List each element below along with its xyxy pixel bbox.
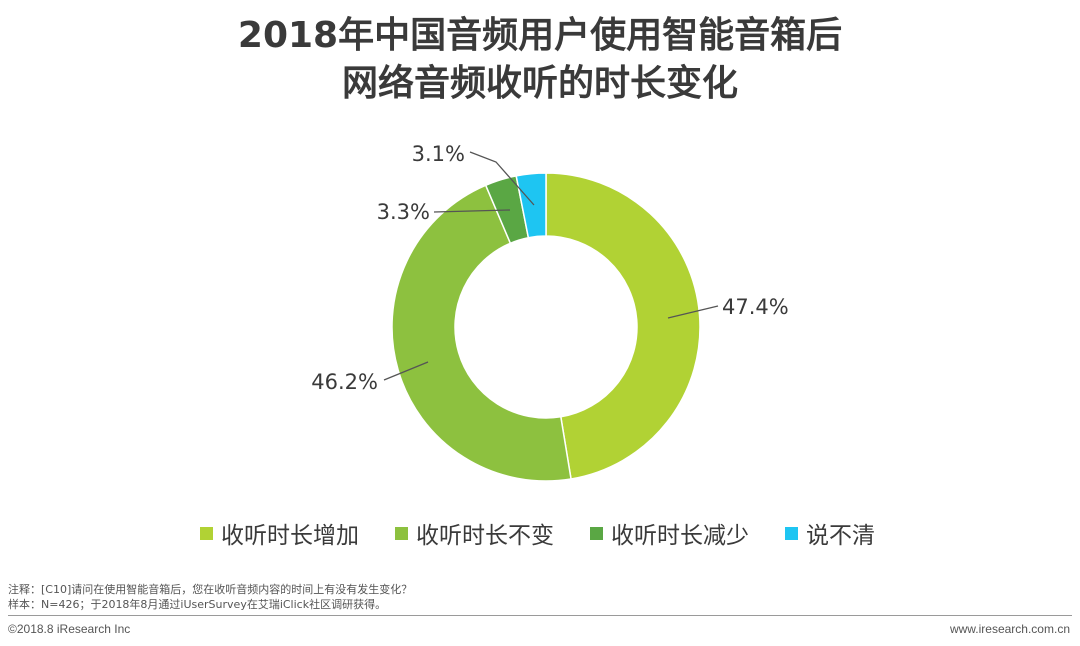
website: www.iresearch.com.cn <box>949 622 1070 636</box>
donut-slice-unclear <box>515 172 547 239</box>
sample-text: 样本：N=426；于2018年8月通过iUserSurvey在艾瑞iClick社… <box>8 598 387 611</box>
leader-line-decrease <box>433 209 511 213</box>
leader-line-unchanged <box>383 361 429 381</box>
donut-slices <box>391 172 701 482</box>
data-label-decrease: 3.3% <box>377 200 430 224</box>
legend-label-unclear: 说不清 <box>806 523 875 549</box>
leader-lines <box>383 151 719 381</box>
legend: 收听时长增加 收听时长不变 收听时长减少 说不清 <box>200 516 911 550</box>
chart-title-line2: 网络音频收听的时长变化 <box>341 63 738 104</box>
leader-line-unclear <box>469 151 535 206</box>
legend-item-unclear: 说不清 <box>785 516 875 550</box>
data-labels: 47.4% 46.2% 3.3% 3.1% <box>311 142 788 394</box>
legend-label-decrease: 收听时长减少 <box>611 523 749 549</box>
legend-swatch-increase <box>200 526 213 540</box>
donut-slice-unchanged <box>391 184 572 482</box>
donut-slice-increase <box>545 172 701 480</box>
legend-item-decrease: 收听时长减少 <box>590 516 749 550</box>
legend-label-increase: 收听时长增加 <box>221 523 359 549</box>
data-label-increase: 47.4% <box>722 295 789 319</box>
chart-title: 2018年中国音频用户使用智能音箱后 网络音频收听的时长变化 <box>0 12 1080 108</box>
legend-label-unchanged: 收听时长不变 <box>416 523 554 549</box>
legend-swatch-unclear <box>785 526 798 540</box>
footer-divider <box>8 615 1072 616</box>
legend-swatch-unchanged <box>395 526 408 540</box>
legend-item-increase: 收听时长增加 <box>200 516 359 550</box>
legend-item-unchanged: 收听时长不变 <box>395 516 554 550</box>
data-label-unchanged: 46.2% <box>311 370 378 394</box>
chart-title-line1: 2018年中国音频用户使用智能音箱后 <box>237 15 843 56</box>
leader-line-increase <box>667 305 719 319</box>
notes: 注释：[C10]请问在使用智能音箱后，您在收听音频内容的时间上有没有发生变化？ … <box>8 582 412 612</box>
donut-chart: 47.4% 46.2% 3.3% 3.1% <box>311 142 789 482</box>
copyright: ©2018.8 iResearch Inc <box>8 622 131 636</box>
legend-swatch-decrease <box>590 526 603 540</box>
note-text: 注释：[C10]请问在使用智能音箱后，您在收听音频内容的时间上有没有发生变化？ <box>8 583 413 596</box>
data-label-unclear: 3.1% <box>412 142 465 166</box>
